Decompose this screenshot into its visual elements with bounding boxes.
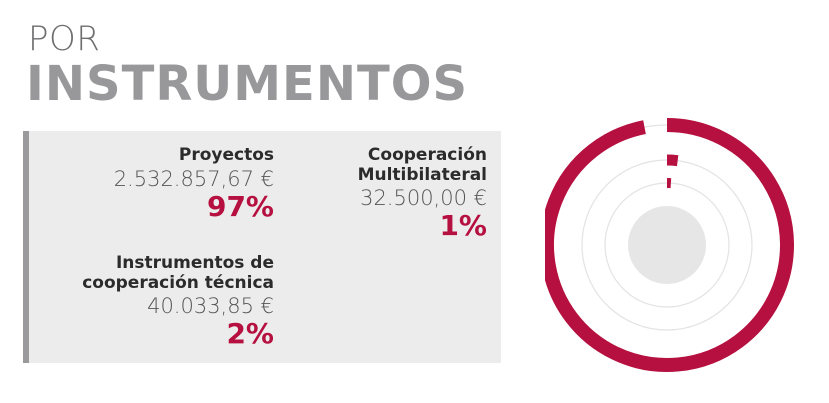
entry-name: Proyectos — [178, 145, 274, 165]
entry-amount: 2.532.857,67 € — [113, 166, 274, 191]
entry-percent: 2% — [226, 317, 274, 351]
entry-amount: 40.033,85 € — [147, 294, 274, 319]
entry-amount: 32.500,00 € — [360, 186, 487, 211]
title-main: INSTRUMENTOS — [26, 56, 469, 112]
center-disc — [628, 206, 706, 284]
entry-name: Cooperación Multibilateral — [357, 145, 487, 185]
entry-percent: 97% — [206, 189, 274, 223]
entry-percent: 1% — [439, 209, 487, 243]
title-top: POR — [28, 19, 101, 59]
entry-proyectos: Proyectos 2.532.857,67 € 97% — [113, 145, 274, 223]
ring-arc-proyectos — [545, 118, 794, 372]
entry-name: Instrumentos de cooperación técnica — [82, 253, 274, 293]
ring-arc-instrumentos-de-cooperaci-n-t-cnica — [666, 154, 679, 167]
entry-instrumentos-cooperacion-tecnica: Instrumentos de cooperación técnica 40.0… — [74, 253, 274, 351]
legend-panel — [23, 131, 501, 363]
radial-bar-chart — [545, 118, 794, 372]
entry-cooperacion-multibilateral: Cooperación Multibilateral 32.500,00 € 1… — [337, 145, 487, 243]
